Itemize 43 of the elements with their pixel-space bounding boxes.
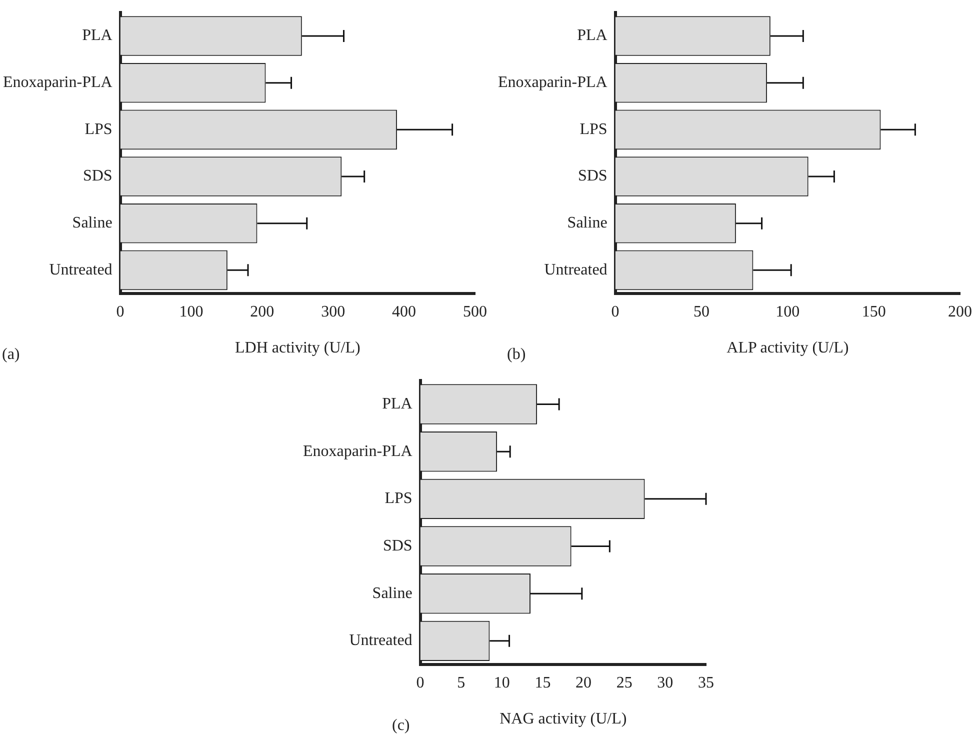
x-tick-label: 15 [534, 674, 551, 692]
x-tick-label: 400 [392, 303, 416, 320]
y-tick-label: Saline [372, 584, 412, 602]
y-tick-label: Enoxaparin-PLA [302, 442, 413, 460]
x-tick-label: 5 [457, 674, 466, 692]
x-tick-label: 0 [116, 303, 124, 320]
x-tick-label: 30 [657, 674, 674, 692]
x-tick-label: 25 [616, 674, 632, 692]
x-tick-label: 300 [321, 303, 346, 320]
x-tick-label: 500 [463, 303, 487, 320]
x-tick-label: 20 [576, 674, 592, 692]
y-tick-label: SDS [82, 168, 112, 185]
x-tick-label: 100 [179, 303, 204, 320]
x-tick-label: 0 [416, 674, 424, 692]
x-tick-label: 100 [776, 303, 800, 320]
y-tick-label: PLA [577, 27, 608, 44]
x-tick-label: 200 [948, 303, 972, 320]
y-tick-label: Untreated [544, 261, 608, 278]
y-tick-label: LPS [384, 490, 412, 508]
x-axis-title: NAG activity (U/L) [500, 710, 627, 728]
y-tick-label: SDS [578, 168, 608, 185]
y-tick-label: Saline [567, 214, 608, 232]
y-tick-label: Enoxaparin-PLA [498, 74, 608, 92]
x-tick-label: 150 [862, 303, 886, 320]
x-tick-label: 50 [693, 303, 710, 320]
y-tick-label: PLA [82, 27, 113, 44]
text: (b) [507, 346, 526, 364]
x-tick-label: 0 [611, 303, 620, 320]
y-tick-label: Untreated [49, 261, 112, 278]
y-tick-label: LPS [580, 120, 608, 138]
y-tick-label: Untreated [349, 632, 412, 650]
x-tick-label: 200 [250, 303, 274, 320]
x-axis-title: LDH activity (U/L) [235, 340, 360, 357]
text: (a) [2, 346, 20, 364]
y-tick-label: Saline [72, 214, 112, 232]
text: (c) [392, 717, 410, 735]
x-tick-label: 35 [698, 674, 714, 692]
x-axis-title: ALP activity (U/L) [726, 340, 849, 357]
y-tick-label: PLA [382, 395, 413, 412]
y-tick-label: SDS [382, 537, 412, 554]
x-tick-label: 10 [494, 674, 510, 692]
y-tick-label: LPS [84, 120, 112, 138]
y-tick-label: Enoxaparin-PLA [2, 74, 113, 92]
